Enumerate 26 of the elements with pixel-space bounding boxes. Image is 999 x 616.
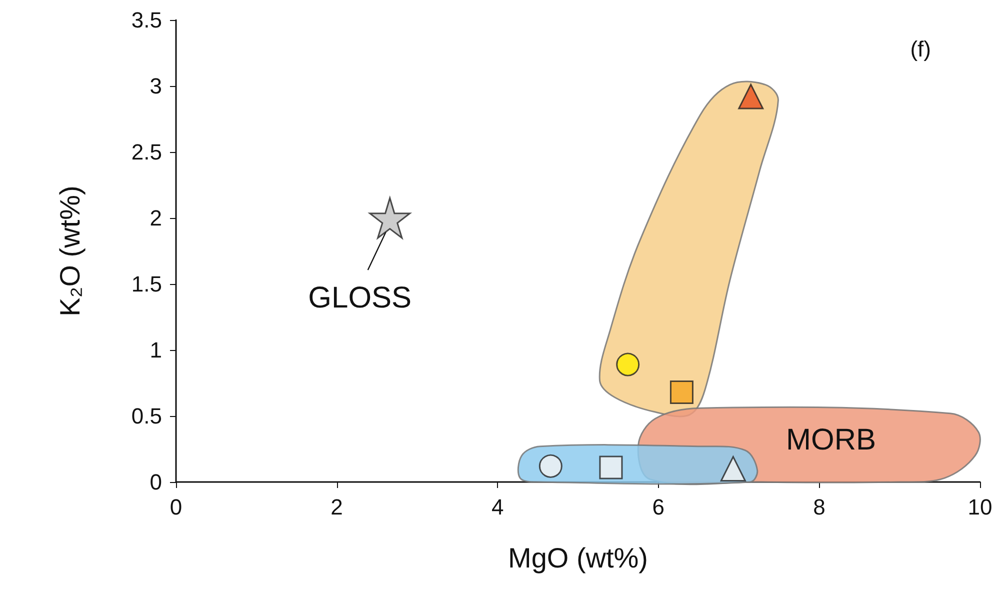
y-tick-label: 2 bbox=[150, 206, 162, 230]
y-tick-label: 0 bbox=[150, 470, 162, 494]
y-tick-label: 3 bbox=[150, 74, 162, 98]
x-tick-label: 10 bbox=[968, 494, 992, 520]
y-tick-label: 3.5 bbox=[131, 8, 162, 32]
point bbox=[599, 456, 623, 480]
point bbox=[538, 454, 562, 478]
annotation: (f) bbox=[910, 36, 931, 62]
y-tick-label: 0.5 bbox=[131, 404, 162, 428]
annotation: MORB bbox=[786, 424, 876, 456]
x-tick-label: 4 bbox=[491, 494, 504, 520]
x-tick-label: 0 bbox=[170, 494, 182, 520]
y-tick-label: 1 bbox=[150, 338, 162, 362]
y-tick-label: 2.5 bbox=[131, 140, 162, 164]
y-tick-label: 1.5 bbox=[131, 272, 162, 296]
point bbox=[369, 197, 411, 239]
x-tick-label: 6 bbox=[652, 494, 665, 520]
x-tick-label: 8 bbox=[813, 494, 826, 520]
point bbox=[616, 352, 640, 376]
x-axis-title: MgO (wt%) bbox=[508, 542, 648, 574]
annotation: GLOSS bbox=[308, 282, 412, 314]
x-tick-label: 2 bbox=[330, 494, 343, 520]
point bbox=[720, 456, 746, 482]
y-axis-title: K₂O (wt%) bbox=[54, 186, 86, 316]
point bbox=[738, 84, 764, 110]
point bbox=[670, 380, 694, 404]
